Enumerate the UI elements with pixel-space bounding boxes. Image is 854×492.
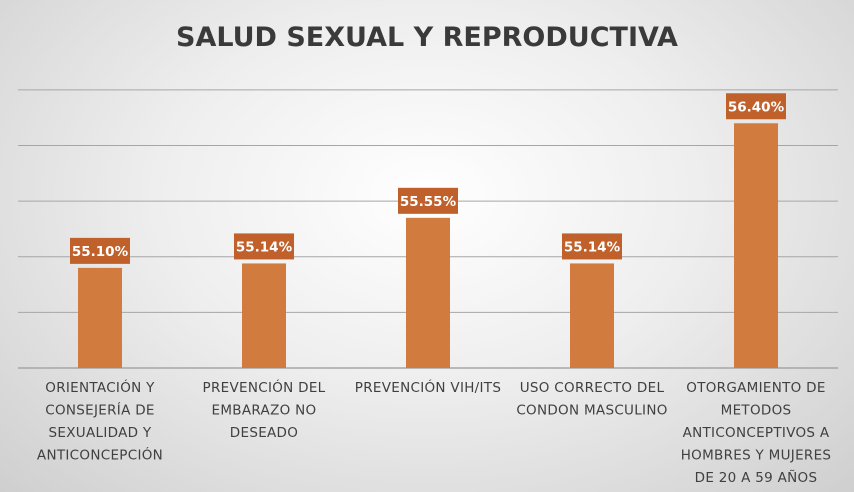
bar: [570, 263, 614, 368]
data-label: 55.55%: [400, 194, 457, 210]
bar: [242, 263, 286, 368]
category-label: PREVENCIÓN VIH/ITS: [355, 378, 501, 396]
category-label: USO CORRECTO DEL CONDON MASCULINO: [516, 380, 667, 419]
bar: [406, 217, 450, 368]
bar: [78, 267, 122, 368]
data-label: 55.14%: [236, 239, 293, 255]
data-label-box: [726, 93, 786, 120]
data-label-box: [398, 187, 458, 214]
category-label: PREVENCIÓN DEL EMBARAZO NO DESEADO: [203, 378, 326, 441]
category-label: ORIENTACIÓN Y CONSEJERÍA DE SEXUALIDAD Y AN…: [37, 378, 163, 464]
category-labels: ORIENTACIÓN Y CONSEJERÍA DE SEXUALIDAD Y AN…: [37, 378, 831, 486]
data-label-box: [234, 233, 294, 260]
data-label: 55.10%: [72, 244, 129, 260]
data-label-box: [70, 237, 130, 264]
bars: [78, 123, 778, 368]
data-label-box: [562, 233, 622, 260]
bar: [734, 123, 778, 368]
chart-title: SALUD SEXUAL Y REPRODUCTIVA: [176, 22, 678, 53]
data-labels: 55.10% 55.14% 55.55% 55.14% 56.40%: [70, 93, 786, 264]
data-label: 56.40%: [728, 99, 785, 115]
data-label: 55.14%: [564, 239, 621, 255]
